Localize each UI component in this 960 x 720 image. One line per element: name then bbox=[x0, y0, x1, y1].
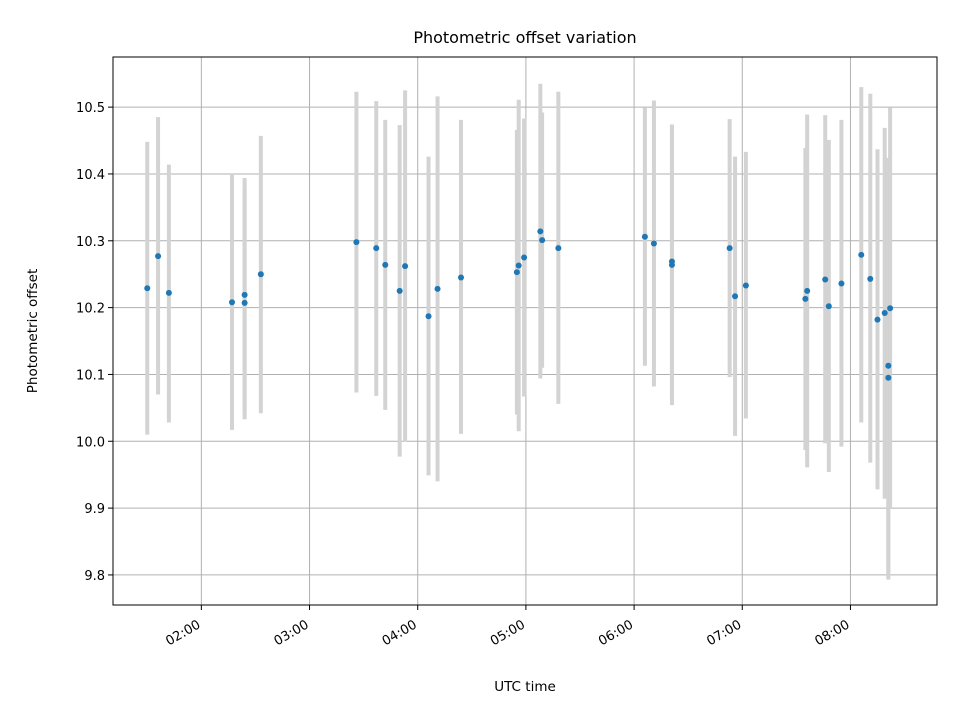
data-point bbox=[668, 261, 675, 268]
data-point bbox=[804, 287, 811, 294]
x-axis-label: UTC time bbox=[494, 679, 556, 695]
data-point bbox=[521, 254, 528, 261]
data-point bbox=[425, 313, 432, 320]
data-point bbox=[802, 295, 809, 302]
chart-title: Photometric offset variation bbox=[413, 28, 636, 47]
data-point bbox=[881, 309, 888, 316]
data-point bbox=[867, 275, 874, 282]
data-point bbox=[373, 245, 380, 252]
data-point bbox=[515, 262, 522, 269]
x-tick-label: 02:00 bbox=[163, 617, 203, 649]
data-point bbox=[165, 289, 172, 296]
data-point bbox=[555, 245, 562, 252]
data-point bbox=[885, 362, 892, 369]
data-point bbox=[257, 271, 264, 278]
y-tick-label: 9.9 bbox=[84, 502, 105, 517]
data-point bbox=[353, 239, 360, 246]
data-point bbox=[434, 285, 441, 292]
data-point bbox=[382, 261, 389, 268]
x-tick-label: 04:00 bbox=[380, 617, 420, 649]
data-point bbox=[641, 233, 648, 240]
data-point bbox=[825, 303, 832, 310]
data-point bbox=[732, 293, 739, 300]
y-axis-ticks: 9.8 9.9 10.0 10.1 10.2 10.3 10.4 10.5 bbox=[76, 101, 113, 584]
data-point bbox=[457, 274, 464, 281]
data-point bbox=[838, 280, 845, 287]
x-tick-label: 05:00 bbox=[488, 617, 528, 649]
data-point bbox=[155, 253, 162, 260]
y-tick-label: 10.0 bbox=[76, 435, 105, 450]
data-point bbox=[241, 299, 248, 306]
data-points bbox=[144, 228, 894, 381]
data-point bbox=[726, 245, 733, 252]
data-point bbox=[241, 291, 248, 298]
y-tick-label: 10.3 bbox=[76, 235, 105, 250]
plot-frame bbox=[112, 56, 938, 606]
x-tick-label: 07:00 bbox=[704, 617, 744, 649]
data-point bbox=[650, 240, 657, 247]
y-tick-label: 10.2 bbox=[76, 302, 105, 317]
y-axis-label: Photometric offset bbox=[25, 269, 41, 393]
y-tick-label: 10.4 bbox=[76, 168, 105, 183]
data-point bbox=[513, 269, 520, 276]
data-point bbox=[402, 263, 409, 270]
data-point bbox=[742, 282, 749, 289]
x-axis-ticks: 02:00 03:00 04:00 05:00 06:00 07:00 08:00 bbox=[163, 605, 852, 649]
y-tick-label: 9.8 bbox=[84, 569, 105, 584]
data-point bbox=[229, 299, 236, 306]
data-point bbox=[537, 228, 544, 235]
x-tick-label: 06:00 bbox=[596, 617, 636, 649]
data-point bbox=[858, 251, 865, 258]
y-tick-label: 10.1 bbox=[76, 368, 105, 383]
data-point bbox=[887, 305, 894, 312]
data-point bbox=[396, 287, 403, 294]
data-point bbox=[874, 316, 881, 323]
data-point bbox=[885, 374, 892, 381]
data-point bbox=[144, 285, 151, 292]
y-tick-label: 10.5 bbox=[76, 101, 105, 116]
x-tick-label: 03:00 bbox=[272, 617, 312, 649]
x-tick-label: 08:00 bbox=[813, 617, 853, 649]
data-point bbox=[539, 237, 546, 244]
data-point bbox=[822, 276, 829, 283]
